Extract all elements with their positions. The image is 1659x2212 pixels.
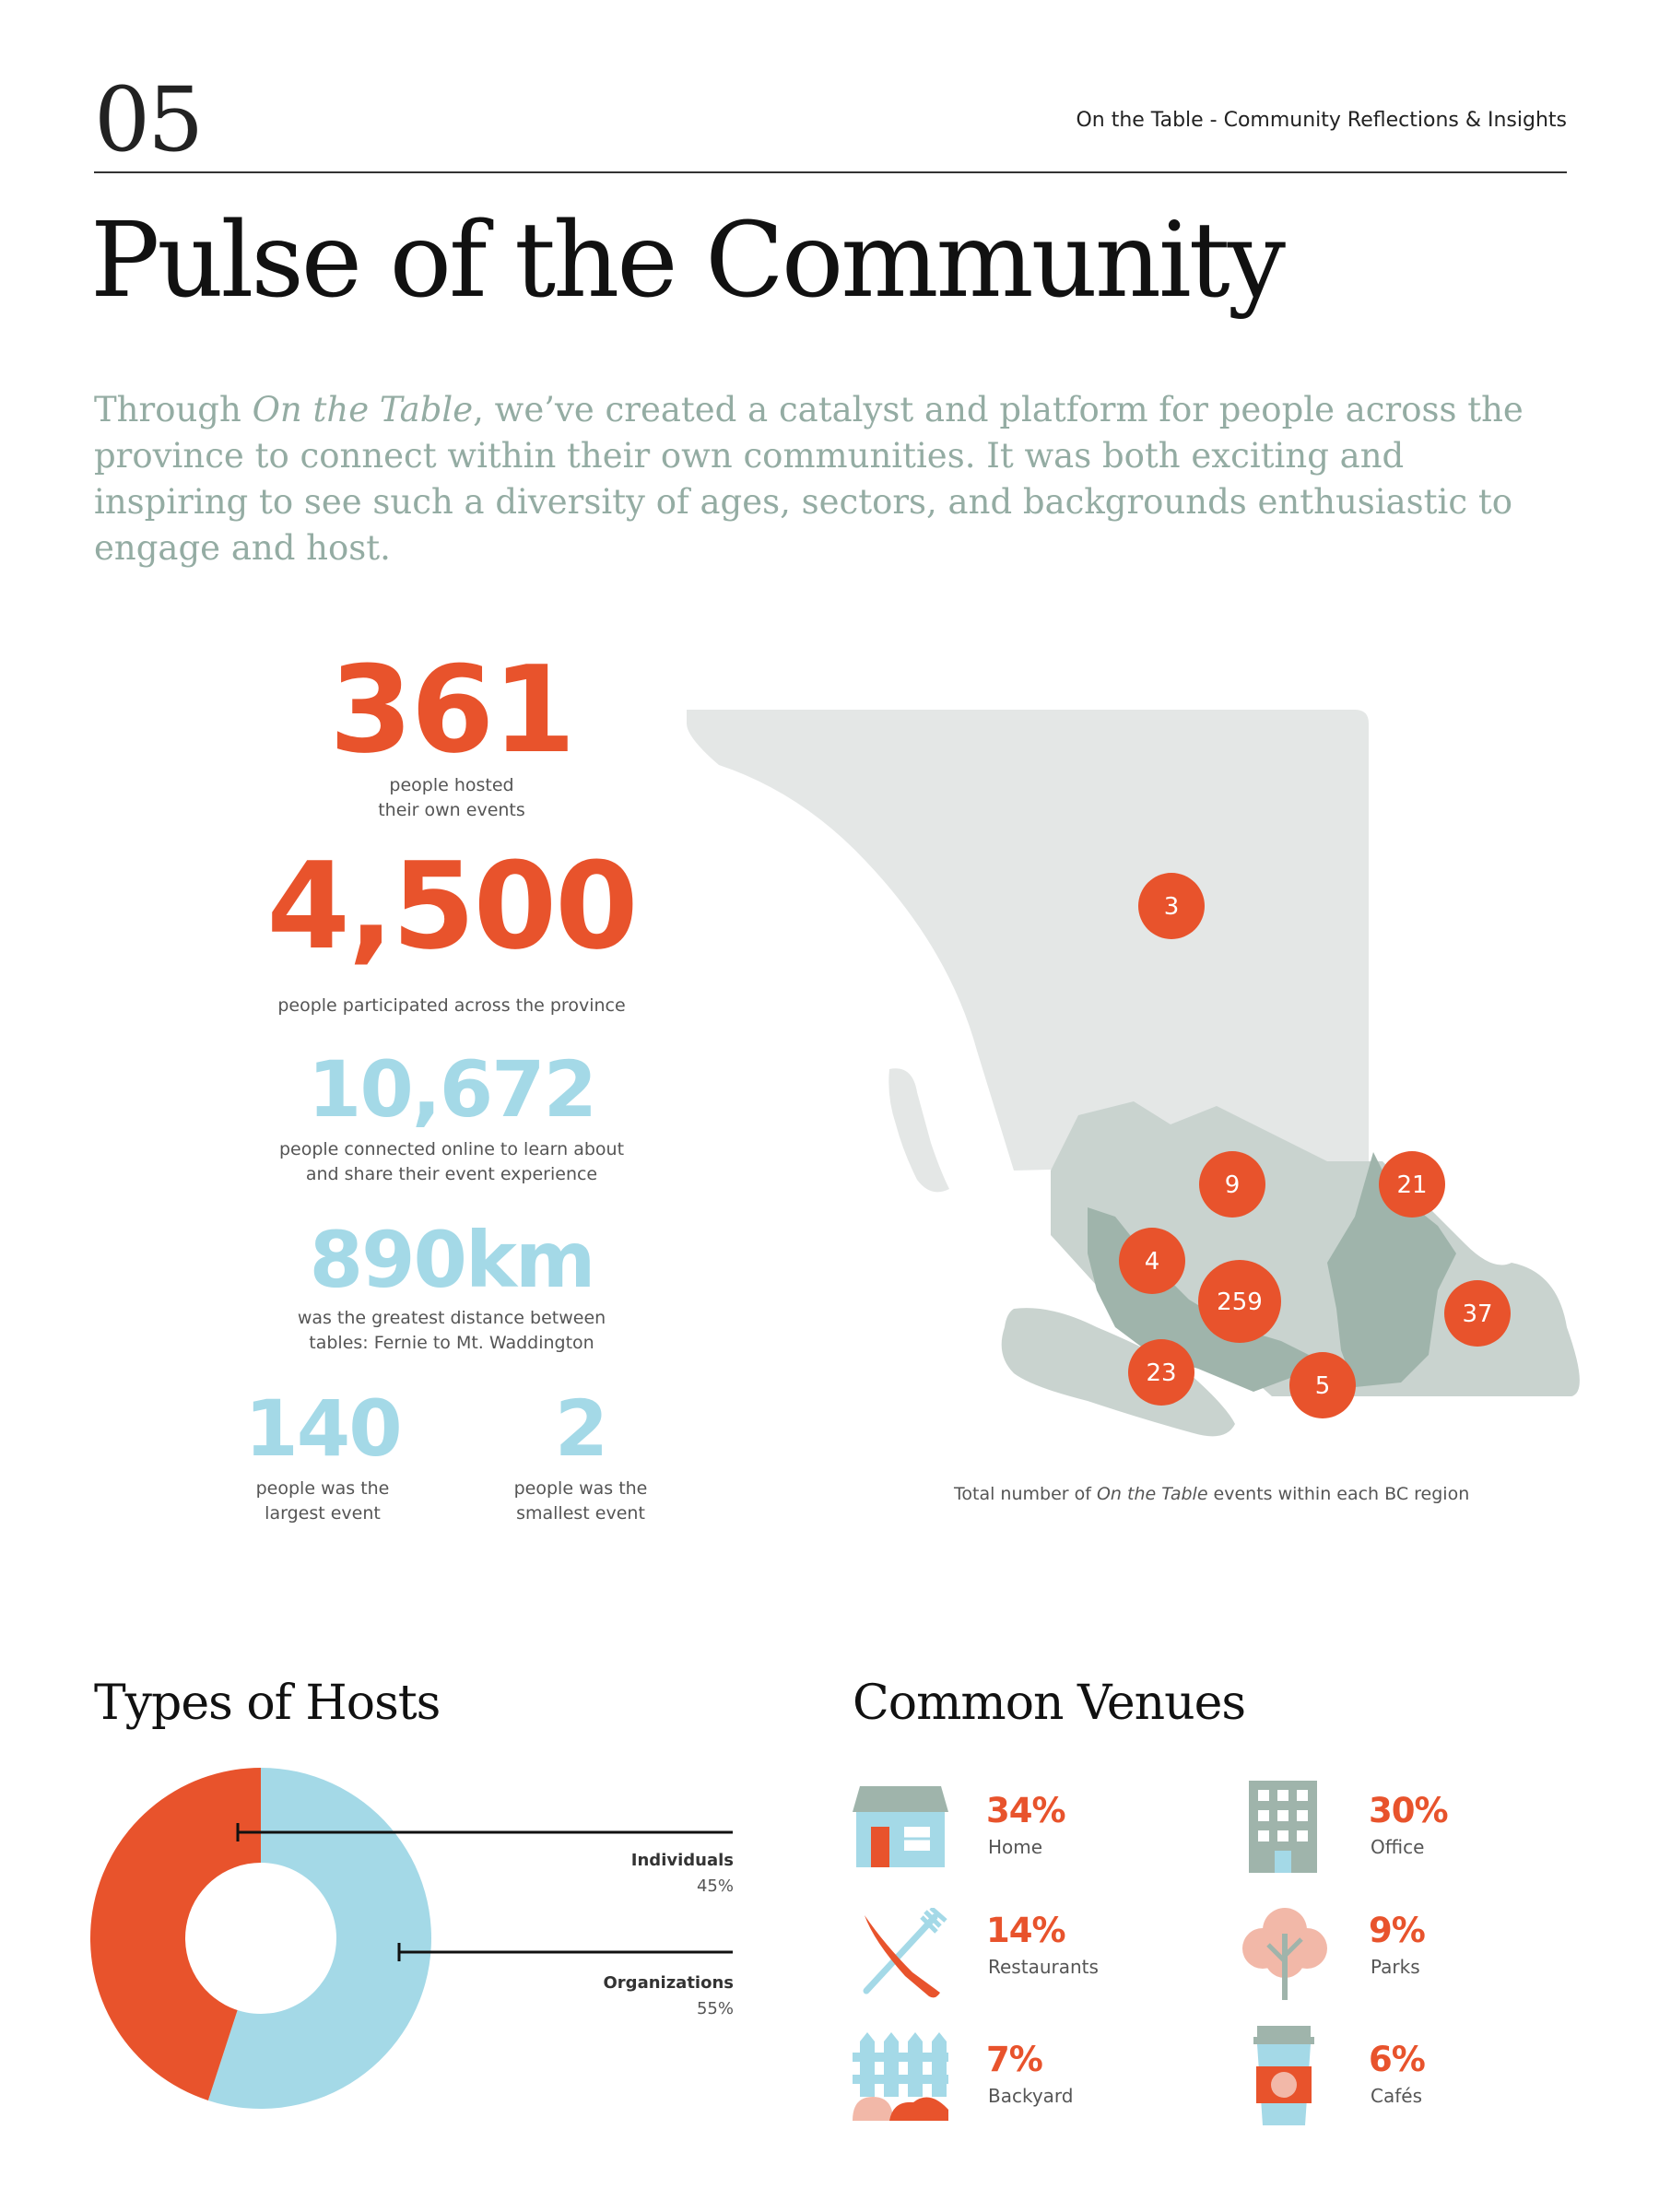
venue-home-pct: 34%: [986, 1791, 1066, 1830]
stat-hosted-value: 361: [329, 640, 575, 780]
intro-text-before: Through: [94, 390, 253, 429]
stat-distance-value: 890km: [309, 1215, 596, 1305]
region-marker-label-3: 3: [1164, 893, 1180, 921]
legend-organizations-pct: 55%: [696, 1999, 734, 2018]
coffee-cup-icon: [1253, 2026, 1314, 2125]
map-caption-before: Total number of: [954, 1484, 1097, 1504]
map-haida-gwaii: [888, 1068, 949, 1193]
stat-hosted-label: people hosted their own events: [267, 773, 636, 823]
map-kootenay-zone: [1327, 1152, 1456, 1387]
knife-fork-icon: [863, 1908, 947, 1998]
map-caption-italic: On the Table: [1096, 1484, 1208, 1504]
stat-smallest: 2 people was the smallest event: [479, 1390, 682, 1526]
map-north-region: [687, 710, 1369, 1171]
region-marker-label-21: 21: [1396, 1171, 1427, 1199]
region-marker-37: [1444, 1280, 1511, 1347]
venue-home-name: Home: [988, 1836, 1043, 1858]
stat-participated: 4,500 people participated across the pro…: [230, 846, 673, 1018]
region-marker-label-259: 259: [1217, 1288, 1263, 1316]
stat-largest-label-line2: largest event: [265, 1503, 381, 1524]
stat-participated-label-line1: people participated across the province: [277, 995, 626, 1016]
region-markers: 3 9 21 4 259 37 23 5: [1119, 873, 1511, 1418]
hosts-donut-chart: [90, 1768, 733, 2109]
venue-cafes-pct: 6%: [1369, 2040, 1426, 2079]
legend-individuals-pct: 45%: [696, 1877, 734, 1896]
stat-distance-label-line2: tables: Fernie to Mt. Waddington: [309, 1333, 594, 1353]
stat-online-value: 10,672: [307, 1044, 597, 1135]
venue-cafes-name: Cafés: [1371, 2085, 1422, 2107]
fence-icon: [853, 2032, 948, 2121]
running-head: On the Table - Community Reflections & I…: [1076, 109, 1567, 132]
stat-distance-label: was the greatest distance between tables…: [230, 1306, 673, 1356]
venues-heading: Common Venues: [853, 1676, 1246, 1731]
intro-text-italic: On the Table: [252, 390, 474, 429]
map-vancouver-island: [1001, 1308, 1235, 1437]
region-marker-23: [1128, 1339, 1194, 1406]
stat-hosted-label-line2: their own events: [378, 800, 525, 820]
map-caption-after: events within each BC region: [1207, 1484, 1470, 1504]
stat-participated-value: 4,500: [266, 836, 638, 976]
office-building-icon: [1249, 1781, 1317, 1873]
stat-smallest-label-line2: smallest event: [516, 1503, 645, 1524]
map-caption: Total number of On the Table events with…: [954, 1484, 1469, 1504]
donut-segment-organizations: [207, 1768, 431, 2109]
stat-distance: 890km was the greatest distance between …: [230, 1221, 673, 1356]
region-marker-4: [1119, 1228, 1185, 1294]
stat-hosted: 361 people hosted their own events: [267, 650, 636, 823]
stat-participated-label: people participated across the province: [230, 994, 673, 1018]
region-marker-3: [1138, 873, 1205, 939]
stat-online-label: people connected online to learn about a…: [230, 1137, 673, 1187]
region-marker-label-5: 5: [1315, 1372, 1331, 1400]
legend-individuals-name: Individuals: [630, 1851, 734, 1870]
venue-office-name: Office: [1371, 1836, 1425, 1858]
venue-parks-pct: 9%: [1369, 1911, 1426, 1950]
region-marker-label-23: 23: [1146, 1359, 1176, 1387]
region-marker-5: [1289, 1352, 1356, 1418]
stat-online: 10,672 people connected online to learn …: [230, 1051, 673, 1187]
region-marker-9: [1199, 1151, 1265, 1218]
hosts-heading: Types of Hosts: [94, 1676, 441, 1731]
venue-office-pct: 30%: [1369, 1791, 1449, 1830]
stat-largest-value: 140: [244, 1383, 402, 1474]
region-marker-label-4: 4: [1145, 1248, 1160, 1276]
venue-backyard-pct: 7%: [986, 2040, 1043, 2079]
legend-organizations-name: Organizations: [603, 1973, 735, 1993]
page-number: 05: [94, 68, 204, 171]
donut-segment-individuals: [90, 1768, 261, 2100]
stat-largest: 140 people was the largest event: [221, 1390, 424, 1526]
venue-parks-name: Parks: [1371, 1956, 1420, 1978]
header-divider: [94, 171, 1567, 173]
stat-online-label-line1: people connected online to learn about: [278, 1139, 625, 1159]
stat-hosted-label-line1: people hosted: [389, 775, 514, 795]
stat-largest-label-line1: people was the: [255, 1478, 390, 1499]
intro-paragraph: Through On the Table, we’ve created a ca…: [94, 387, 1532, 571]
stat-smallest-label-line1: people was the: [513, 1478, 648, 1499]
stat-largest-label: people was the largest event: [221, 1477, 424, 1526]
region-marker-21: [1379, 1151, 1445, 1218]
stat-online-label-line2: and share their event experience: [305, 1164, 598, 1184]
region-marker-label-9: 9: [1225, 1171, 1241, 1199]
venue-backyard-name: Backyard: [988, 2085, 1074, 2107]
house-icon: [853, 1786, 948, 1867]
page-title: Pulse of the Community: [90, 201, 1286, 321]
stat-smallest-label: people was the smallest event: [479, 1477, 682, 1526]
donut-segments: [90, 1768, 431, 2109]
venue-restaurants-name: Restaurants: [988, 1956, 1099, 1978]
bc-region-map: 3 9 21 4 259 37 23 5: [687, 710, 1580, 1437]
intro-text-after: , we’ve created a catalyst and platform …: [94, 390, 1524, 568]
region-marker-label-37: 37: [1462, 1300, 1492, 1328]
stat-smallest-value: 2: [554, 1383, 608, 1474]
region-marker-259: [1198, 1260, 1281, 1343]
venue-restaurants-pct: 14%: [986, 1911, 1066, 1950]
tree-icon: [1242, 1908, 1327, 2000]
stat-distance-label-line1: was the greatest distance between: [297, 1308, 606, 1328]
